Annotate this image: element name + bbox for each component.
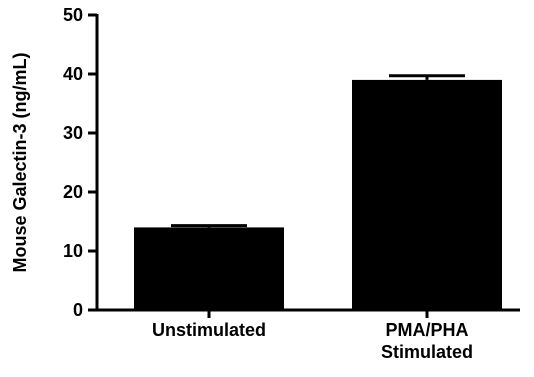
- y-tick-label: 40: [63, 64, 83, 84]
- bar: [352, 79, 502, 311]
- x-category-label: Unstimulated: [152, 320, 266, 340]
- y-axis-title: Mouse Galectin-3 (ng/mL): [10, 52, 30, 272]
- x-category-label: PMA/PHA: [385, 320, 468, 340]
- bars-layer: [134, 74, 502, 311]
- y-tick-label: 50: [63, 5, 83, 25]
- y-tick-label: 10: [63, 241, 83, 261]
- x-category-label: Stimulated: [381, 342, 473, 362]
- y-tick-label: 0: [73, 300, 83, 320]
- bar: [134, 227, 284, 310]
- y-tick-label: 30: [63, 123, 83, 143]
- y-tick-label: 20: [63, 182, 83, 202]
- axes-layer: [88, 13, 520, 318]
